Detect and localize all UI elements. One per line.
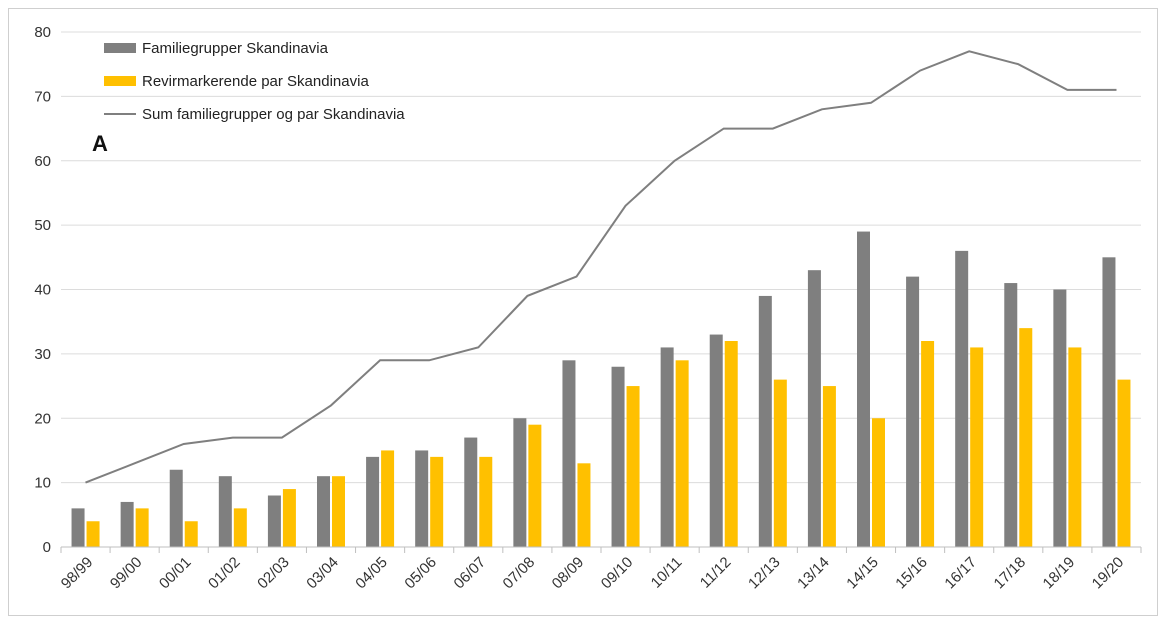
x-axis-ticks: 98/99 99/00 00/01 01/02 02/03 03/04 04/05 05/06… [58,554,1127,593]
bar-familiegrupper-19 [1004,283,1018,547]
bar-revirmarkerende-6 [381,450,395,547]
x-tick-label: 12/13 [745,554,784,593]
x-tick-label: 02/03 [254,554,293,593]
y-tick-label: 20 [34,410,51,427]
x-tick-label: 13/14 [794,554,833,593]
bar-revirmarkerende-1 [135,508,149,547]
bar-revirmarkerende-12 [675,360,689,547]
bar-familiegrupper-5 [317,476,330,547]
x-tick-label: 04/05 [352,554,391,593]
bar-revirmarkerende-14 [773,379,787,547]
legend-swatch [104,76,136,86]
x-tick-label: 07/08 [500,554,539,593]
bar-revirmarkerende-15 [822,386,836,547]
bar-familiegrupper-0 [71,508,85,547]
x-tick-label: 00/01 [156,554,195,593]
bar-familiegrupper-8 [464,437,478,547]
bar-familiegrupper-15 [807,270,821,547]
x-tick-label: 18/19 [1040,554,1079,593]
bar-revirmarkerende-2 [184,521,198,547]
x-tick-label: 16/17 [941,554,980,593]
bar-revirmarkerende-4 [282,489,296,547]
legend-label: Revirmarkerende par Skandinavia [142,73,369,90]
bar-familiegrupper-17 [906,276,920,547]
y-axis-ticks: 0 10 20 30 40 50 60 70 80 [34,24,51,556]
x-tick-label: 98/99 [58,554,97,593]
x-tick-label: 09/10 [598,554,637,593]
bar-familiegrupper-20 [1053,289,1067,547]
bar-familiegrupper-1 [120,501,134,547]
x-tick-label: 08/09 [549,554,588,593]
y-tick-label: 80 [34,24,51,41]
chart-frame: 0 10 20 30 40 50 60 70 80 98/99 99/00 00/01 01/02 02… [8,8,1158,616]
legend-label: Familiegrupper Skandinavia [142,40,329,57]
x-tick-label: 03/04 [303,554,342,593]
x-tick-label: 14/15 [843,554,882,593]
bar-revirmarkerende-0 [86,521,100,547]
legend-label: Sum familiegrupper og par Skandinavia [142,106,405,123]
bar-revirmarkerende-7 [430,456,444,547]
y-tick-label: 60 [34,153,51,170]
y-tick-label: 0 [43,539,51,556]
bar-familiegrupper-6 [366,456,380,547]
y-tick-label: 40 [34,282,51,299]
sum-line [85,50,1117,484]
bar-revirmarkerende-8 [479,456,493,547]
bar-familiegrupper-16 [857,231,870,547]
bar-familiegrupper-14 [758,295,772,547]
line-sum-series [85,50,1117,484]
x-tick-label: 17/18 [991,554,1030,593]
x-tick-label: 06/07 [451,554,490,593]
bar-familiegrupper-13 [709,334,723,547]
y-tick-label: 30 [34,346,51,363]
bar-revirmarkerende-20 [1068,347,1082,547]
x-tick-label: 01/02 [205,554,244,593]
y-tick-label: 10 [34,475,51,492]
bar-familiegrupper-18 [955,250,969,547]
bar-revirmarkerende-21 [1117,379,1131,547]
axes [60,546,1142,553]
bar-familiegrupper-21 [1102,257,1116,547]
bar-familiegrupper-7 [415,450,429,547]
bar-revirmarkerende-16 [872,418,885,547]
x-tick-label: 19/20 [1089,554,1128,593]
bar-familiegrupper-12 [660,347,674,547]
bar-revirmarkerende-19 [1019,328,1033,547]
x-tick-label: 15/16 [892,554,931,593]
x-tick-label: 99/00 [107,554,146,593]
panel-label: A [92,131,108,156]
bar-familiegrupper-11 [611,366,625,547]
chart-svg: 0 10 20 30 40 50 60 70 80 98/99 99/00 00/01 01/02 02… [34,24,1142,593]
bar-revirmarkerende-11 [626,386,640,547]
bar-familiegrupper-10 [562,360,576,547]
legend: Familiegrupper Skandinavia Revirmarkerend… [104,40,405,123]
x-tick-label: 10/11 [648,554,686,592]
legend-swatch [104,43,136,53]
bar-revirmarkerende-10 [577,463,591,547]
y-tick-label: 50 [34,217,51,234]
bar-revirmarkerende-3 [233,508,247,547]
bar-revirmarkerende-9 [528,424,542,547]
bar-familiegrupper-2 [169,469,183,547]
y-tick-label: 70 [34,88,51,105]
bar-revirmarkerende-17 [921,341,935,547]
x-tick-label: 05/06 [401,554,440,593]
bar-revirmarkerende-13 [724,341,738,547]
x-tick-label: 11/12 [697,554,735,592]
bar-familiegrupper-9 [513,418,527,547]
bars [71,231,1131,547]
bar-revirmarkerende-5 [332,476,345,547]
bar-familiegrupper-4 [267,495,281,547]
bar-revirmarkerende-18 [970,347,984,547]
gridlines [61,31,1141,484]
bar-familiegrupper-3 [218,476,232,547]
